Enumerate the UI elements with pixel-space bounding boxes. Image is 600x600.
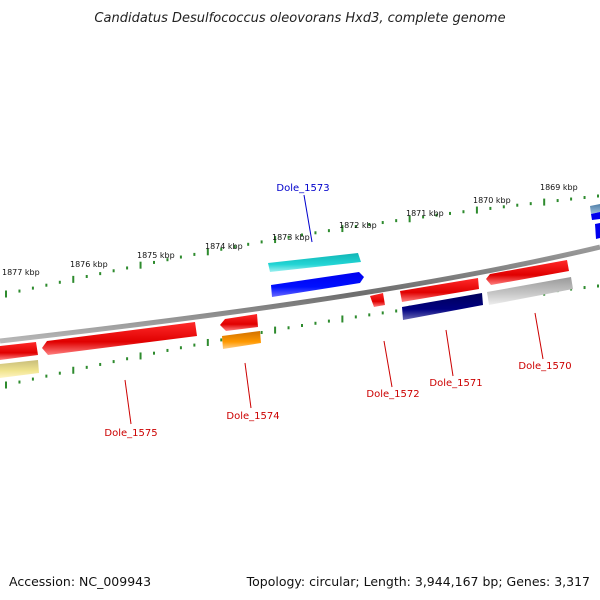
topology-summary: Topology: circular; Length: 3,944,167 bp…: [246, 574, 590, 589]
gene-dole-1570[interactable]: [486, 260, 569, 285]
tick-label-1876: 1876 kbp: [70, 260, 108, 269]
gene-red-left-edge[interactable]: [0, 342, 38, 360]
tick-label-1873: 1873 kbp: [272, 233, 310, 242]
label-dole-1573[interactable]: Dole_1573: [276, 183, 329, 194]
connector-dole-1573: [303, 194, 313, 243]
gene-navy-reverse[interactable]: [402, 293, 483, 320]
tick-label-1877: 1877 kbp: [2, 268, 40, 277]
scale-labels: 1877 kbp 1876 kbp 1875 kbp 1874 kbp 1873…: [2, 183, 578, 277]
gene-blue-edge-upper[interactable]: [591, 212, 600, 220]
gene-gray-reverse[interactable]: [487, 277, 573, 305]
label-connectors: [124, 194, 544, 425]
map-title: Candidatus Desulfococcus oleovorans Hxd3…: [94, 11, 505, 26]
outer-scale-track: [5, 194, 599, 298]
genome-backbone: [0, 244, 600, 344]
gene-blue-edge-lower[interactable]: [595, 223, 600, 239]
tick-label-1870: 1870 kbp: [473, 196, 511, 205]
tick-label-1874: 1874 kbp: [205, 242, 243, 251]
tick-label-1871: 1871 kbp: [406, 209, 444, 218]
gene-blue-forward[interactable]: [271, 272, 364, 297]
accession-text: Accession: NC_009943: [9, 574, 151, 589]
tick-label-1875: 1875 kbp: [137, 251, 175, 260]
gene-dole-1575[interactable]: [42, 322, 197, 355]
gene-yellow-left-edge[interactable]: [0, 360, 39, 378]
gene-steel-edge[interactable]: [590, 204, 600, 214]
gene-dole-1572[interactable]: [370, 293, 385, 307]
connector-dole-1575: [124, 379, 132, 425]
gene-dole-1574[interactable]: [220, 314, 258, 331]
connector-dole-1571: [445, 329, 454, 377]
gene-dole-1571[interactable]: [400, 278, 479, 302]
forward-features: [268, 204, 600, 307]
label-dole-1574[interactable]: Dole_1574: [226, 411, 279, 422]
tick-label-1869: 1869 kbp: [540, 183, 578, 192]
label-dole-1575[interactable]: Dole_1575: [104, 428, 157, 439]
reverse-features: [0, 277, 573, 378]
label-dole-1572[interactable]: Dole_1572: [366, 389, 419, 400]
gene-dole-1573[interactable]: [268, 253, 361, 272]
label-dole-1570[interactable]: Dole_1570: [518, 361, 571, 372]
label-dole-1571[interactable]: Dole_1571: [429, 378, 482, 389]
gene-labels: Dole_1573 Dole_1575 Dole_1574 Dole_1572 …: [104, 183, 571, 439]
connector-dole-1574: [244, 362, 252, 409]
connector-dole-1572: [383, 340, 393, 388]
gene-orange-reverse[interactable]: [222, 331, 261, 349]
tick-label-1872: 1872 kbp: [339, 221, 377, 230]
connector-dole-1570: [534, 312, 544, 360]
